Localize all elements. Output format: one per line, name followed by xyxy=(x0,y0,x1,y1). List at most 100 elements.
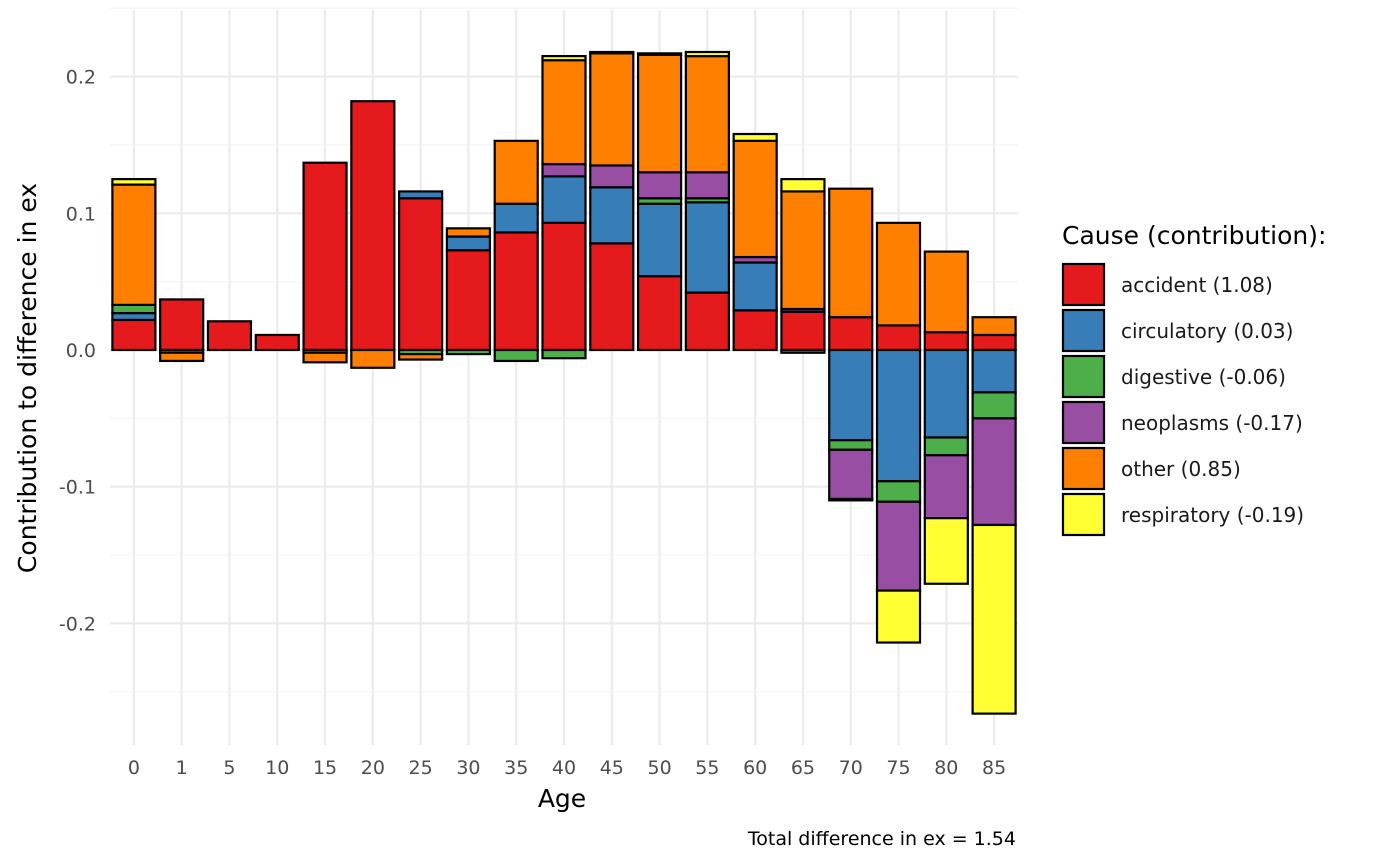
bar-segment-circulatory xyxy=(589,186,635,245)
y-tick-label: 0.1 xyxy=(66,203,96,225)
bar-segment-digestive xyxy=(111,303,157,315)
bar-segment-circulatory xyxy=(971,348,1017,394)
bar-segment-other xyxy=(493,139,539,205)
bar-segment-respiratory xyxy=(636,52,683,56)
bar-segment-other xyxy=(923,250,969,334)
bar-segment-digestive xyxy=(541,348,587,360)
x-tick-label: 45 xyxy=(600,757,624,779)
bar-segment-accident xyxy=(493,231,539,352)
bar-segment-digestive xyxy=(875,480,922,503)
bar-segment-other xyxy=(732,139,778,259)
legend: Cause (contribution): accident (1.08) cir… xyxy=(1061,221,1326,537)
bar-segment-other xyxy=(684,54,730,174)
bar-segment-accident xyxy=(445,249,492,352)
bar-segment-accident xyxy=(111,318,157,352)
bar-segment-other xyxy=(159,351,205,363)
bar-segment-accident xyxy=(828,316,874,352)
bar-segment-respiratory xyxy=(923,517,969,585)
x-tick-label: 40 xyxy=(552,757,576,779)
x-tick-label: 15 xyxy=(313,757,337,779)
bar-segment-other xyxy=(541,59,587,166)
bar-segment-digestive xyxy=(780,348,826,354)
bar-segment-accident xyxy=(302,161,348,352)
y-tick-label: -0.2 xyxy=(59,613,96,635)
bar-segment-circulatory xyxy=(875,348,922,483)
bar-segment-respiratory xyxy=(111,178,157,186)
bar-segment-neoplasms xyxy=(589,164,635,189)
y-tick-label: 0.2 xyxy=(66,67,96,89)
legend-label-other: other (0.85) xyxy=(1121,457,1241,481)
bar-segment-accident xyxy=(398,197,444,352)
bar-segment-accident xyxy=(732,309,778,352)
bar-segment-circulatory xyxy=(541,175,587,224)
y-axis: -0.2 -0.1 0.0 0.1 0.2 xyxy=(59,67,96,636)
bar-segment-neoplasms xyxy=(684,171,730,200)
bar-segment-digestive xyxy=(493,348,539,363)
legend-label-accident: accident (1.08) xyxy=(1121,273,1273,297)
bar-segment-accident xyxy=(206,320,253,352)
x-tick-label: 70 xyxy=(839,757,863,779)
x-tick-label: 80 xyxy=(934,757,958,779)
bar-segment-accident xyxy=(350,100,396,352)
bar-segment-accident xyxy=(254,333,300,352)
bar-segment-respiratory xyxy=(971,523,1017,715)
y-tick-label: -0.1 xyxy=(59,477,96,499)
x-tick-label: 5 xyxy=(223,757,235,779)
legend-key-circulatory xyxy=(1061,308,1106,353)
bar-segment-other xyxy=(636,53,683,174)
x-tick-label: 30 xyxy=(456,757,480,779)
bar-segment-neoplasms xyxy=(541,162,587,178)
bar-segment-accident xyxy=(971,333,1017,352)
bar-segment-circulatory xyxy=(923,348,969,439)
x-axis: 0 1 5 10 15 20 25 30 35 40 45 50 55 60 65 70 75 80 85 xyxy=(128,757,1006,779)
bar-segment-circulatory xyxy=(636,202,683,278)
bar-segment-other xyxy=(828,187,874,319)
bar-segment-accident xyxy=(541,221,587,352)
bar-segment-neoplasms xyxy=(923,454,969,520)
x-tick-label: 75 xyxy=(886,757,910,779)
bar-segment-respiratory xyxy=(732,132,778,142)
bar-segment-digestive xyxy=(971,391,1017,420)
bar-segment-other xyxy=(445,227,492,238)
bar-segment-other xyxy=(302,351,348,364)
x-tick-label: 35 xyxy=(504,757,528,779)
bar-segment-respiratory xyxy=(684,50,730,58)
bar-segment-respiratory xyxy=(541,54,587,62)
y-tick-label: 0.0 xyxy=(66,340,96,362)
bar-segment-neoplasms xyxy=(636,171,683,200)
bar-segment-digestive xyxy=(445,348,492,356)
bar-segment-circulatory xyxy=(398,190,444,200)
bar-segment-neoplasms xyxy=(971,417,1017,527)
caption: Total difference in ex = 1.54 xyxy=(747,828,1016,850)
bar-segment-digestive xyxy=(828,439,874,451)
bar-segment-other xyxy=(780,190,826,311)
bar-segment-circulatory xyxy=(732,261,778,312)
legend-key-other xyxy=(1061,446,1106,491)
bar-segment-other xyxy=(875,221,922,327)
bar-segment-other xyxy=(589,52,635,167)
legend-title: Cause (contribution): xyxy=(1062,221,1326,250)
bar-segment-neoplasms xyxy=(875,500,922,592)
bar-segment-accident xyxy=(923,331,969,352)
legend-label-digestive: digestive (-0.06) xyxy=(1121,365,1286,389)
legend-label-circulatory: circulatory (0.03) xyxy=(1121,319,1293,343)
bar-segment-accident xyxy=(589,242,635,352)
bar-segment-circulatory xyxy=(684,201,730,294)
x-tick-label: 85 xyxy=(982,757,1006,779)
bar-segment-neoplasms xyxy=(828,448,874,501)
bar-segment-digestive xyxy=(923,436,969,457)
bar-segment-respiratory xyxy=(589,50,635,55)
legend-key-digestive xyxy=(1061,354,1106,399)
bars xyxy=(111,50,1017,715)
bar-segment-accident xyxy=(875,324,922,352)
bar-segment-other xyxy=(971,316,1017,337)
bar-segment-respiratory xyxy=(828,497,874,502)
x-tick-label: 60 xyxy=(743,757,767,779)
legend-label-respiratory: respiratory (-0.19) xyxy=(1121,503,1304,527)
y-axis-title: Contribution to difference in ex xyxy=(13,183,42,573)
bar-segment-accident xyxy=(636,275,683,352)
bar-segment-circulatory xyxy=(493,202,539,234)
legend-key-neoplasms xyxy=(1061,400,1106,445)
x-tick-label: 65 xyxy=(791,757,815,779)
